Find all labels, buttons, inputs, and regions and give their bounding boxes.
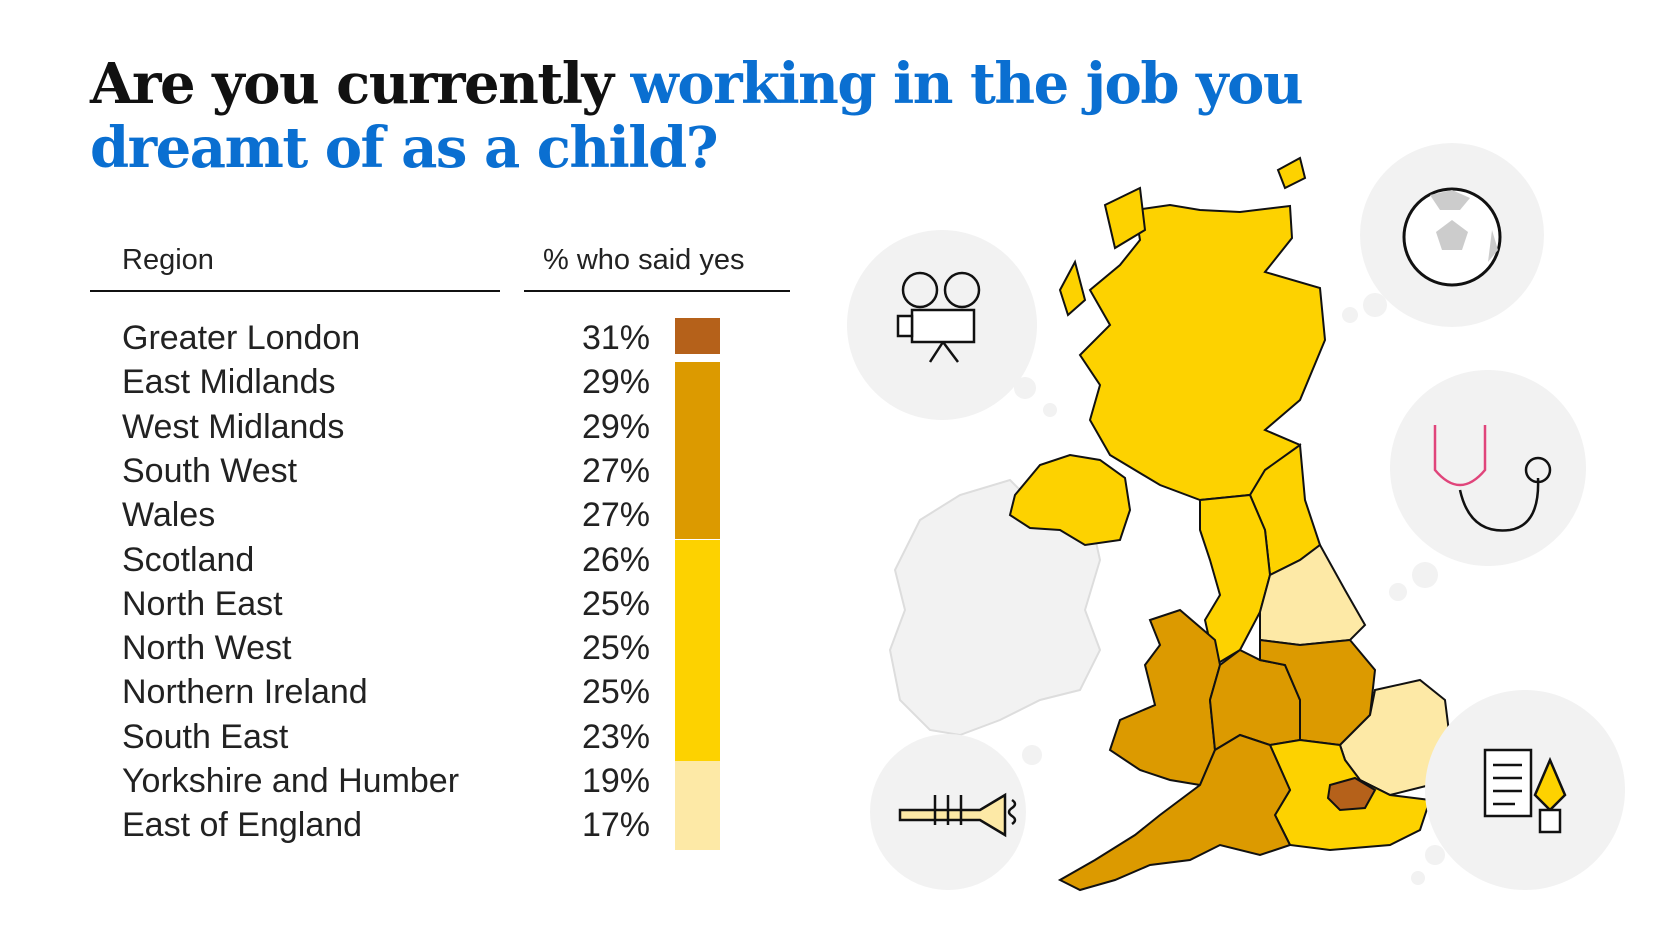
region-percent: 25%	[581, 584, 650, 623]
bubble-film	[847, 230, 1057, 420]
legend-colour-swatch	[675, 406, 720, 451]
region-wales	[1108, 608, 1222, 787]
region-percent: 19%	[581, 762, 650, 800]
region-percent: 29%	[581, 407, 650, 446]
film-projector-icon	[896, 271, 981, 363]
legend-colour-swatch	[675, 716, 720, 761]
title-plain: Are you currently	[90, 51, 614, 117]
legend-colour-swatch	[675, 761, 720, 806]
region-name: Northern Ireland	[122, 673, 368, 712]
title-highlight: working in the job you dreamt of as a ch…	[90, 51, 1304, 181]
region-name: South East	[122, 717, 289, 756]
region-percent: 27%	[581, 451, 650, 490]
bubble-trumpet	[870, 734, 1042, 890]
region-percent: 31%	[581, 319, 650, 357]
legend-colour-swatch	[675, 450, 720, 496]
legend-colour-swatch	[675, 539, 720, 584]
region-percent: 29%	[581, 363, 650, 402]
legend-colour-swatch	[675, 628, 720, 673]
header-rule-region	[90, 290, 500, 292]
scroll-and-pen-icon	[1483, 748, 1567, 834]
region-name: East Midlands	[122, 363, 336, 402]
trumpet-icon	[898, 792, 1017, 838]
region-percent: 25%	[581, 673, 650, 712]
header-rule-percent	[524, 290, 790, 292]
region-greater-london	[1326, 776, 1377, 812]
region-yorkshire-humber	[1259, 543, 1367, 647]
region-north-west	[1199, 493, 1272, 667]
region-name: Yorkshire and Humber	[122, 762, 460, 800]
region-percent: 27%	[581, 496, 650, 535]
legend-colour-swatch	[675, 318, 720, 354]
region-name: South West	[122, 451, 298, 490]
scottish-island-west	[1103, 186, 1147, 250]
scottish-island-hebrides	[1058, 259, 1087, 317]
legend-colour-swatch	[675, 495, 720, 540]
region-name: East of England	[122, 806, 363, 845]
page-title: Are you currently working in the job you…	[90, 52, 1530, 180]
region-name: Wales	[122, 496, 216, 535]
column-header-region: Region	[122, 244, 214, 276]
bubble-writing	[1411, 690, 1625, 890]
legend-colour-swatch	[675, 672, 720, 717]
region-name: West Midlands	[122, 407, 345, 446]
region-percent: 23%	[581, 717, 650, 756]
region-name: Greater London	[122, 319, 361, 357]
stethoscope-icon	[1433, 425, 1552, 532]
region-percent: 25%	[581, 629, 650, 668]
column-header-percent: % who said yes	[543, 244, 745, 276]
bubble-stethoscope	[1389, 370, 1586, 601]
legend-colour-swatch	[675, 362, 720, 407]
legend-colour-swatch	[675, 805, 720, 850]
football-icon	[1402, 187, 1502, 287]
region-name: North West	[122, 629, 292, 668]
scottish-island-north	[1276, 156, 1307, 190]
legend-colour-swatch	[675, 583, 720, 629]
region-name: North East	[122, 584, 283, 623]
region-percent: 17%	[581, 806, 650, 845]
bubble-football	[1342, 143, 1544, 327]
region-percent: 26%	[581, 540, 650, 579]
region-name: Scotland	[122, 540, 255, 579]
region-south-west	[1057, 733, 1292, 892]
region-northern-ireland	[1008, 453, 1132, 547]
